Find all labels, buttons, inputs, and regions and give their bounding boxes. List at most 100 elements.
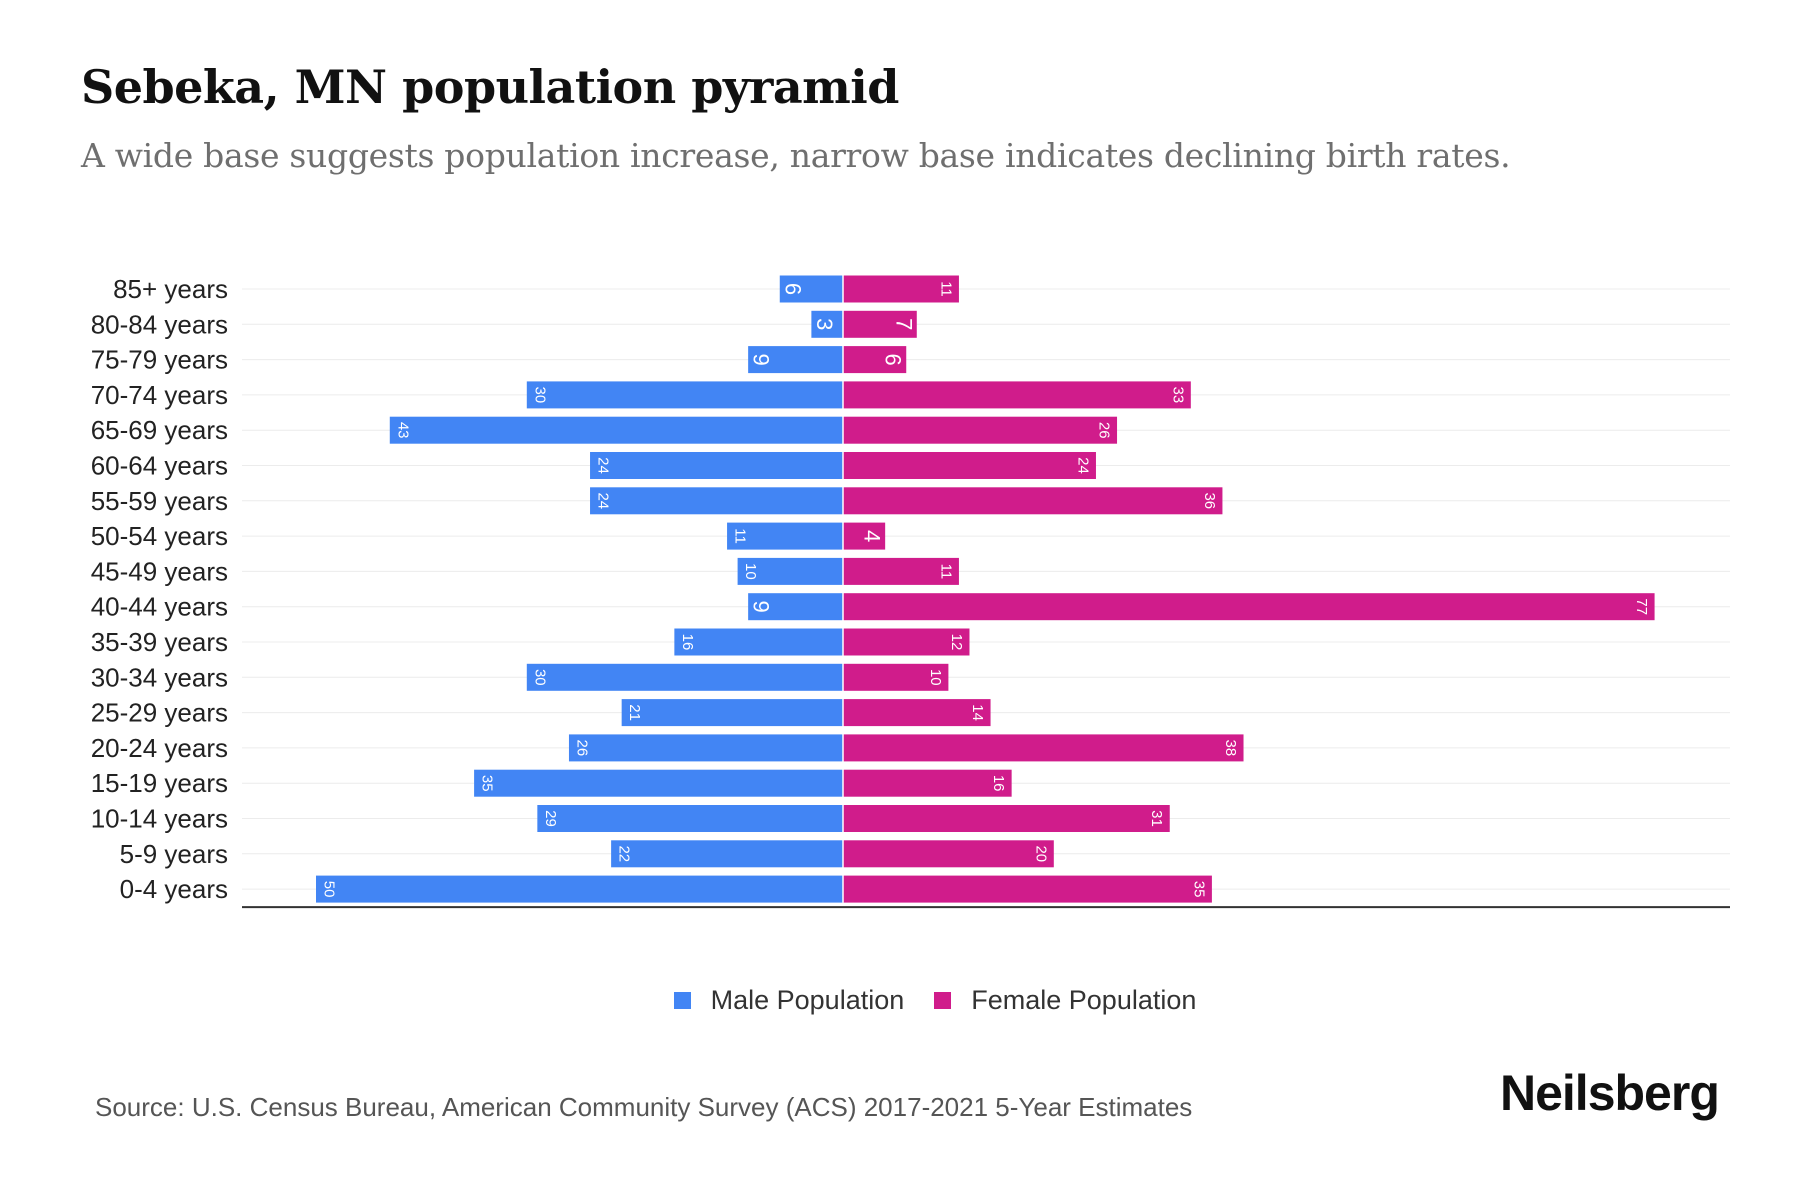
bar-male[interactable] <box>590 452 843 479</box>
data-label-male: 50 <box>321 881 338 898</box>
data-label-female: 33 <box>1169 387 1186 404</box>
y-tick-label: 20-24 years <box>91 733 228 763</box>
data-label-male: 9 <box>749 601 774 613</box>
data-label-male: 11 <box>732 528 749 544</box>
y-tick-label: 80-84 years <box>91 309 228 339</box>
data-label-female: 38 <box>1222 740 1239 757</box>
data-label-female: 4 <box>860 530 885 542</box>
data-label-female: 14 <box>969 704 986 721</box>
bar-female[interactable] <box>843 557 959 585</box>
y-tick-label: 30-34 years <box>91 662 228 692</box>
data-label-male: 10 <box>742 563 759 580</box>
bar-male[interactable] <box>748 346 843 374</box>
data-label-female: 31 <box>1148 810 1165 827</box>
data-label-male: 30 <box>531 669 548 686</box>
bar-female[interactable] <box>843 805 1170 832</box>
y-tick-label: 65-69 years <box>91 415 228 445</box>
y-tick-label: 15-19 years <box>91 768 228 798</box>
bar-female[interactable] <box>843 416 1118 444</box>
legend-swatch-male <box>673 992 691 1009</box>
bar-female[interactable] <box>843 769 1012 797</box>
bar-male[interactable] <box>611 840 843 868</box>
data-label-female: 20 <box>1032 845 1049 862</box>
bar-male[interactable] <box>568 734 843 762</box>
y-tick-label: 0-4 years <box>120 874 228 904</box>
population-pyramid-chart: 6 11 3 7 9 6 30 33 43 26 24 24 24 36 11 4 10 11 9 77 16 12 30 1… <box>91 274 1730 909</box>
bar-female[interactable] <box>843 734 1244 762</box>
data-label-male: 21 <box>626 704 643 721</box>
data-label-female: 12 <box>948 634 965 651</box>
bars: 6 11 3 7 9 6 30 33 43 26 24 24 24 36 11 4 10 11 9 77 16 12 30 1… <box>316 275 1655 903</box>
data-label-female: 16 <box>990 775 1007 792</box>
data-label-female: 24 <box>1074 457 1091 474</box>
bar-male[interactable] <box>727 522 843 550</box>
data-label-male: 43 <box>394 422 411 439</box>
data-label-female: 11 <box>937 564 954 580</box>
legend-label-female: Female Population <box>971 985 1197 1015</box>
data-label-female: 11 <box>937 281 954 297</box>
legend-item-female[interactable]: Female Population <box>934 985 1196 1016</box>
bar-male[interactable] <box>590 487 843 515</box>
bar-female[interactable] <box>843 346 907 374</box>
data-label-male: 35 <box>479 775 496 792</box>
bar-male[interactable] <box>621 699 843 727</box>
y-tick-label: 55-59 years <box>91 486 228 516</box>
legend: Male Population Female Population <box>0 985 1800 1016</box>
y-tick-label: 10-14 years <box>91 804 228 834</box>
chart-subtitle: A wide base suggests population increase… <box>81 136 1511 175</box>
bar-male[interactable] <box>779 275 843 303</box>
y-tick-label: 75-79 years <box>91 345 228 375</box>
bar-female[interactable] <box>843 628 970 656</box>
data-label-male: 16 <box>679 634 696 651</box>
bar-female[interactable] <box>843 875 1212 903</box>
category-labels: 85+ years 80-84 years 75-79 years 70-74 yea… <box>91 274 228 904</box>
bar-female[interactable] <box>843 310 917 338</box>
data-label-female: 36 <box>1201 492 1218 509</box>
data-label-female: 26 <box>1096 422 1113 439</box>
data-label-male: 24 <box>595 492 612 509</box>
data-label-female: 35 <box>1190 881 1207 898</box>
y-tick-label: 5-9 years <box>120 839 228 869</box>
y-tick-label: 50-54 years <box>91 521 228 551</box>
bar-male[interactable] <box>537 805 843 832</box>
data-label-male: 29 <box>542 810 559 827</box>
bar-male[interactable] <box>526 381 843 409</box>
y-tick-label: 40-44 years <box>91 592 228 622</box>
bar-female[interactable] <box>843 663 949 691</box>
bar-male[interactable] <box>316 875 843 903</box>
data-label-male: 26 <box>573 740 590 757</box>
data-label-female: 77 <box>1633 598 1650 615</box>
y-tick-label: 60-64 years <box>91 451 228 481</box>
bar-male[interactable] <box>748 593 843 621</box>
bar-male[interactable] <box>389 416 843 444</box>
data-label-male: 24 <box>595 457 612 474</box>
legend-swatch-female <box>934 992 952 1009</box>
y-tick-label: 85+ years <box>113 274 228 304</box>
bar-female[interactable] <box>843 452 1096 479</box>
bar-male[interactable] <box>737 557 843 585</box>
legend-label-male: Male Population <box>710 985 905 1015</box>
bar-female[interactable] <box>843 593 1655 621</box>
y-tick-label: 45-49 years <box>91 556 228 586</box>
data-label-male: 30 <box>531 387 548 404</box>
data-label-male: 9 <box>749 353 774 365</box>
legend-item-male[interactable]: Male Population <box>673 985 905 1016</box>
bar-male[interactable] <box>674 628 843 656</box>
bar-male[interactable] <box>474 769 843 797</box>
bar-female[interactable] <box>843 381 1191 409</box>
y-tick-label: 25-29 years <box>91 698 228 728</box>
chart-title: Sebeka, MN population pyramid <box>81 60 899 114</box>
y-tick-label: 70-74 years <box>91 380 228 410</box>
bar-female[interactable] <box>843 487 1223 515</box>
bar-male[interactable] <box>526 663 843 691</box>
brand-logo: Neilsberg <box>1500 1065 1720 1121</box>
bar-female[interactable] <box>843 522 886 550</box>
data-label-female: 10 <box>927 669 944 686</box>
bar-male[interactable] <box>811 310 843 338</box>
data-label-male: 22 <box>616 845 633 862</box>
bar-female[interactable] <box>843 275 959 303</box>
data-label-male: 6 <box>780 283 805 295</box>
data-label-female: 6 <box>881 353 906 365</box>
bar-female[interactable] <box>843 840 1054 868</box>
bar-female[interactable] <box>843 699 991 727</box>
